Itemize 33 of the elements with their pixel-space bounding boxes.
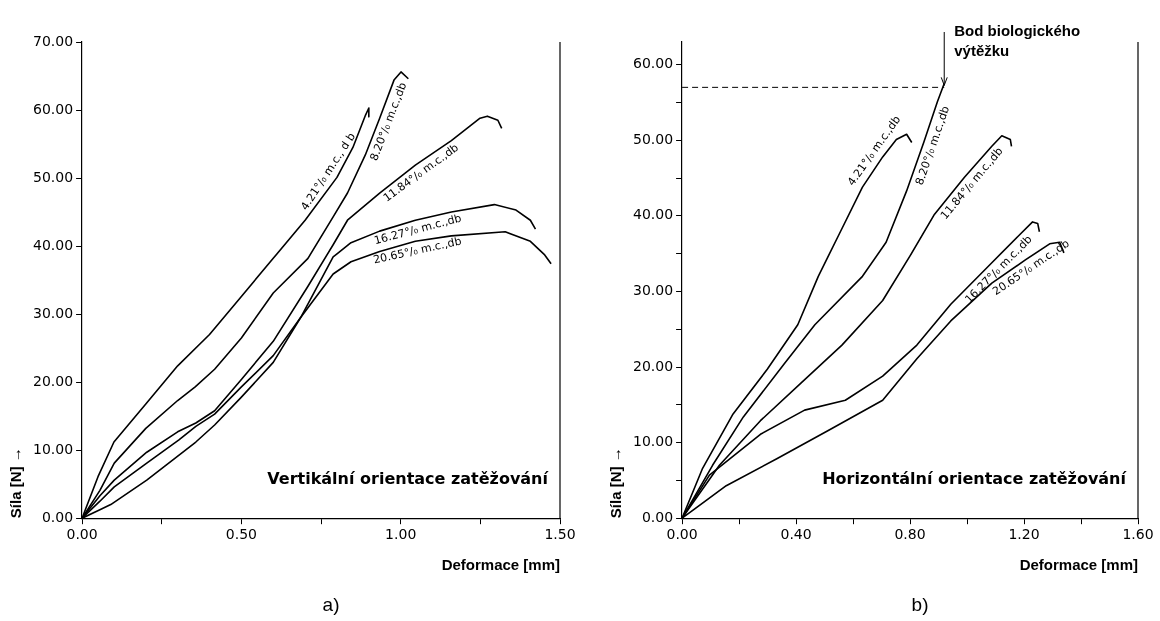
y-tick-label: 10.00: [632, 433, 674, 450]
x-tick-label: 0.50: [225, 526, 257, 543]
y-tick-label: 20.00: [32, 372, 74, 389]
annotation: Vertikální orientace zatěžování: [267, 469, 550, 489]
x-tick-label: 1.50: [544, 526, 576, 543]
x-tick-label: 0.00: [66, 526, 98, 543]
x-tick-label: 0.40: [780, 526, 812, 543]
x-tick-label: 1.20: [1008, 526, 1040, 543]
y-axis-title: Síla [N] →: [7, 447, 25, 519]
text: a): [322, 593, 340, 615]
x-axis-title: Deformace [mm]: [1019, 556, 1138, 574]
y-tick-label: 60.00: [632, 55, 674, 72]
y-tick-label: 20.00: [632, 357, 674, 374]
y-tick-label: 40.00: [32, 236, 74, 253]
annotation: Horizontální orientace zatěžování: [822, 469, 1128, 489]
y-axis-title: Síla [N] →: [607, 447, 625, 519]
y-tick-label: 50.00: [632, 130, 674, 147]
y-tick-label: 10.00: [32, 440, 74, 457]
text: b): [911, 593, 929, 615]
y-tick-label: 40.00: [632, 206, 674, 223]
x-tick-label: 0.80: [894, 526, 926, 543]
y-tick-label: 30.00: [632, 282, 674, 299]
x-tick-label: 1.60: [1122, 526, 1154, 543]
annotation: Bod biologického výtěžku: [954, 21, 1081, 59]
x-tick-label: 0.00: [666, 526, 698, 543]
y-tick-label: 0.00: [641, 508, 674, 525]
x-axis-title: Deformace [mm]: [441, 556, 560, 574]
y-tick-label: 0.00: [41, 508, 74, 525]
y-tick-label: 70.00: [32, 32, 74, 49]
y-tick-label: 50.00: [32, 168, 74, 185]
y-tick-label: 30.00: [32, 304, 74, 321]
y-tick-label: 60.00: [32, 100, 74, 117]
x-tick-label: 1.00: [385, 526, 417, 543]
